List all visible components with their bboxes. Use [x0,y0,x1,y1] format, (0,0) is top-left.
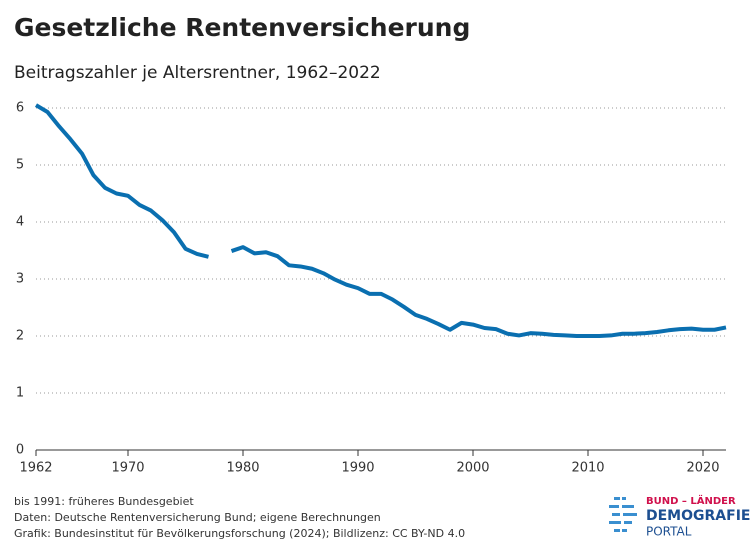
y-tick-label: 1 [16,386,24,401]
x-tick-label: 1962 [19,461,52,476]
y-tick-label: 0 [16,443,24,458]
note: Grafik: Bundesinstitut für Bevölkerungsf… [14,527,465,540]
x-tick-label: 1990 [341,461,374,476]
logo: BUND – LÄNDER DEMOGRAFIE PORTAL [609,493,750,539]
y-tick-label: 5 [16,158,24,173]
note: Daten: Deutsche Rentenversicherung Bund;… [14,511,381,524]
logo-text: BUND – LÄNDER [646,493,736,507]
note: bis 1991: früheres Bundesgebiet [14,495,194,508]
x-tick-label: 2000 [456,461,489,476]
logo-text: DEMOGRAFIE [646,508,750,524]
chart-subtitle: Beitragszahler je Altersrentner, 1962–20… [14,63,381,83]
y-tick-label: 6 [16,101,24,116]
y-tick-label: 2 [16,329,24,344]
y-tick-label: 3 [16,272,24,287]
x-tick-label: 1970 [111,461,144,476]
x-tick-label: 2010 [571,461,604,476]
logo-text: PORTAL [646,525,692,539]
y-tick-label: 4 [16,215,24,230]
chart-title: Gesetzliche Rentenversicherung [14,13,470,42]
x-tick-label: 1980 [226,461,259,476]
data-line [34,103,727,338]
x-tick-label: 2020 [686,461,719,476]
